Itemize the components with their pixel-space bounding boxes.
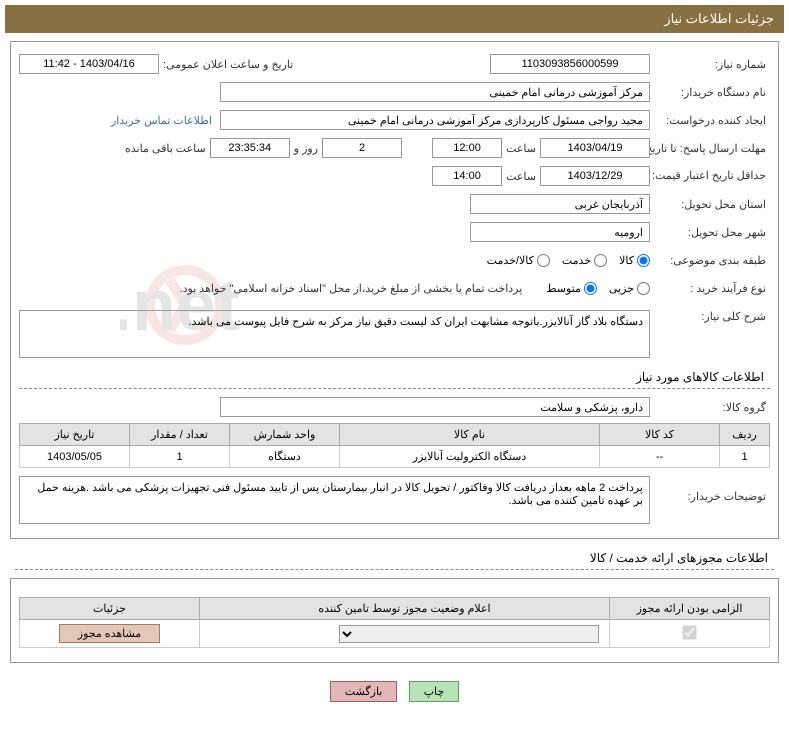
back-button[interactable]: بازگشت bbox=[330, 681, 398, 702]
cell-date: 1403/05/05 bbox=[20, 446, 130, 468]
purchase-type-label: نوع فرآیند خرید : bbox=[650, 282, 770, 295]
deadline-label: مهلت ارسال پاسخ: تا تاریخ: bbox=[650, 142, 770, 155]
th-status: اعلام وضعیت مجوز توسط تامین کننده bbox=[200, 598, 610, 620]
purchase-type-radios: جزیی متوسط bbox=[546, 282, 650, 295]
buyer-org-value: مرکز آموزشی درمانی امام خمینی bbox=[220, 82, 650, 102]
overview-box: دستگاه بلاد گاز آنالایزر.باتوجه مشابهت ا… bbox=[19, 310, 650, 358]
radio-service-input[interactable] bbox=[594, 254, 607, 267]
license-header-row: الزامی بودن ارائه مجوز اعلام وضعیت مجوز … bbox=[20, 598, 770, 620]
radio-small-input[interactable] bbox=[637, 282, 650, 295]
license-table: الزامی بودن ارائه مجوز اعلام وضعیت مجوز … bbox=[19, 597, 770, 648]
remaining-word: ساعت باقی مانده bbox=[121, 142, 210, 155]
th-name: نام کالا bbox=[340, 424, 600, 446]
mandatory-checkbox bbox=[682, 625, 696, 639]
cell-detail: مشاهده مجوز bbox=[20, 620, 200, 648]
time-word-1: ساعت bbox=[502, 142, 540, 155]
validity-date: 1403/12/29 bbox=[540, 166, 650, 186]
validity-label: حداقل تاریخ اعتبار قیمت: تا تاریخ: bbox=[650, 169, 770, 183]
th-code: کد کالا bbox=[600, 424, 720, 446]
footer-buttons: چاپ بازگشت bbox=[5, 671, 784, 712]
th-qty: تعداد / مقدار bbox=[130, 424, 230, 446]
radio-goods-service-input[interactable] bbox=[537, 254, 550, 267]
cell-row: 1 bbox=[720, 446, 770, 468]
radio-goods-service[interactable]: کالا/خدمت bbox=[487, 254, 550, 267]
requester-label: ایجاد کننده درخواست: bbox=[650, 114, 770, 127]
announce-label: تاریخ و ساعت اعلان عمومی: bbox=[159, 58, 297, 71]
radio-medium-input[interactable] bbox=[584, 282, 597, 295]
goods-table-header-row: ردیف کد کالا نام کالا واحد شمارش تعداد /… bbox=[20, 424, 770, 446]
th-row: ردیف bbox=[720, 424, 770, 446]
th-unit: واحد شمارش bbox=[230, 424, 340, 446]
buyer-org-label: نام دستگاه خریدار: bbox=[650, 86, 770, 99]
goods-info-header: اطلاعات کالاهای مورد نیاز bbox=[19, 366, 770, 389]
city-label: شهر محل تحویل: bbox=[650, 226, 770, 239]
need-number-label: شماره نیاز: bbox=[650, 58, 770, 71]
cell-status bbox=[200, 620, 610, 648]
cell-unit: دستگاه bbox=[230, 446, 340, 468]
th-mandatory: الزامی بودن ارائه مجوز bbox=[610, 598, 770, 620]
cell-qty: 1 bbox=[130, 446, 230, 468]
radio-goods[interactable]: کالا bbox=[619, 254, 650, 267]
time-word-2: ساعت bbox=[502, 170, 540, 183]
page-title: جزئیات اطلاعات نیاز bbox=[664, 11, 774, 26]
buyer-notes-label: توضیحات خریدار: bbox=[650, 476, 770, 503]
goods-table: ردیف کد کالا نام کالا واحد شمارش تعداد /… bbox=[19, 423, 770, 468]
page-header: جزئیات اطلاعات نیاز bbox=[5, 5, 784, 33]
province-value: آذربایجان غربی bbox=[470, 194, 650, 214]
need-info-section: شماره نیاز: 1103093856000599 تاریخ و ساع… bbox=[10, 41, 779, 539]
category-radios: کالا خدمت کالا/خدمت bbox=[487, 254, 650, 267]
requester-value: مجید رواجی مسئول کارپردازی مرکز آموزشی د… bbox=[220, 110, 650, 130]
radio-medium[interactable]: متوسط bbox=[546, 282, 597, 295]
overview-label: شرح کلی نیاز: bbox=[650, 310, 770, 323]
status-select[interactable] bbox=[339, 625, 599, 643]
license-row: مشاهده مجوز bbox=[20, 620, 770, 648]
deadline-date: 1403/04/19 bbox=[540, 138, 650, 158]
buyer-notes-box: پرداخت 2 ماهه بعداز دریافت کالا وفاکتور … bbox=[19, 476, 650, 524]
days-remaining: 2 bbox=[322, 138, 402, 158]
goods-group-label: گروه کالا: bbox=[650, 401, 770, 414]
goods-group-value: دارو، پزشکی و سلامت bbox=[220, 397, 650, 417]
city-value: ارومیه bbox=[470, 222, 650, 242]
view-license-button[interactable]: مشاهده مجوز bbox=[59, 624, 160, 643]
days-word: روز و bbox=[290, 142, 322, 155]
radio-goods-input[interactable] bbox=[637, 254, 650, 267]
category-label: طبقه بندی موضوعی: bbox=[650, 254, 770, 267]
deadline-time: 12:00 bbox=[432, 138, 502, 158]
th-detail: جزئیات bbox=[20, 598, 200, 620]
cell-mandatory bbox=[610, 620, 770, 648]
need-number-value: 1103093856000599 bbox=[490, 54, 650, 74]
th-date: تاریخ نیاز bbox=[20, 424, 130, 446]
validity-time: 14:00 bbox=[432, 166, 502, 186]
radio-service[interactable]: خدمت bbox=[562, 254, 607, 267]
province-label: استان محل تحویل: bbox=[650, 198, 770, 211]
cell-code: -- bbox=[600, 446, 720, 468]
countdown: 23:35:34 bbox=[210, 138, 290, 158]
table-row: 1 -- دستگاه الکترولیت آنالایزر دستگاه 1 … bbox=[20, 446, 770, 468]
payment-note: پرداخت تمام یا بخشی از مبلغ خرید،از محل … bbox=[176, 282, 527, 295]
print-button[interactable]: چاپ bbox=[409, 681, 460, 702]
radio-small[interactable]: جزیی bbox=[609, 282, 650, 295]
cell-name: دستگاه الکترولیت آنالایزر bbox=[340, 446, 600, 468]
buyer-contact-link[interactable]: اطلاعات تماس خریدار bbox=[111, 114, 212, 127]
license-header: اطلاعات مجوزهای ارائه خدمت / کالا bbox=[15, 547, 774, 570]
license-section: الزامی بودن ارائه مجوز اعلام وضعیت مجوز … bbox=[10, 578, 779, 663]
announce-value: 1403/04/16 - 11:42 bbox=[19, 54, 159, 74]
